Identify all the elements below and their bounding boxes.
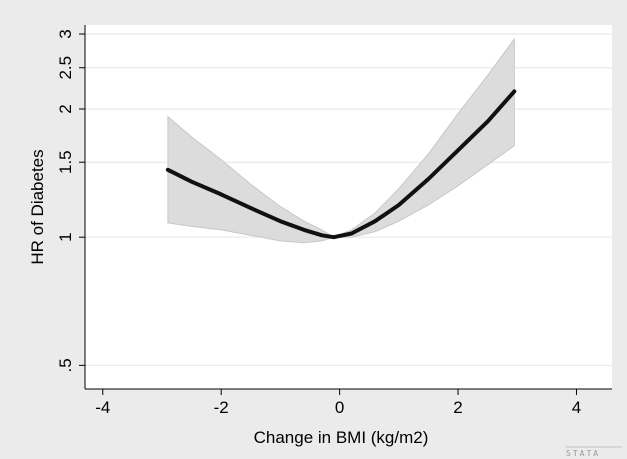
x-ticks: -4 -2 0 2 4 <box>95 389 581 417</box>
hr-curve-point <box>219 192 223 197</box>
x-tick-label: 0 <box>335 398 344 417</box>
hr-curve-point <box>397 203 401 207</box>
y-tick-label: .5 <box>56 358 75 372</box>
y-tick-label: 1.5 <box>56 150 75 174</box>
hr-curve-point <box>249 206 253 210</box>
hr-curve-point <box>486 119 490 124</box>
confidence-band-layer <box>167 37 515 244</box>
hr-curve-point <box>189 180 194 184</box>
hr-curve-point <box>278 219 283 223</box>
y-axis-title: HR of Diabetes <box>28 149 47 264</box>
hr-curve-point <box>332 235 336 239</box>
stata-watermark: STATA <box>566 449 600 458</box>
y-ticks: .5 1 1.5 2 2.5 3 <box>56 29 85 372</box>
x-tick-label: 4 <box>572 398 581 417</box>
y-tick-label: 3 <box>56 29 75 38</box>
y-tick-label: 2 <box>56 104 75 113</box>
x-tick-label: 2 <box>453 398 462 417</box>
x-axis-title: Change in BMI (kg/m2) <box>254 428 429 447</box>
hr-curve-point <box>349 231 354 236</box>
y-tick-label: 1 <box>56 232 75 241</box>
hr-curve-point <box>320 233 324 237</box>
hr-curve-point <box>512 89 516 93</box>
y-tick-label: 2.5 <box>56 56 75 80</box>
hr-curve-point <box>456 148 460 152</box>
plot-area <box>85 25 612 389</box>
hr-curve-point <box>302 228 306 232</box>
x-tick-label: -4 <box>95 398 110 417</box>
x-tick-label: -2 <box>214 398 229 417</box>
hr-curve-point <box>373 219 377 223</box>
hr-curve-point <box>426 177 431 181</box>
hr-curve-point <box>166 168 170 172</box>
confidence-band <box>167 37 515 244</box>
series-line-layer <box>165 89 517 240</box>
